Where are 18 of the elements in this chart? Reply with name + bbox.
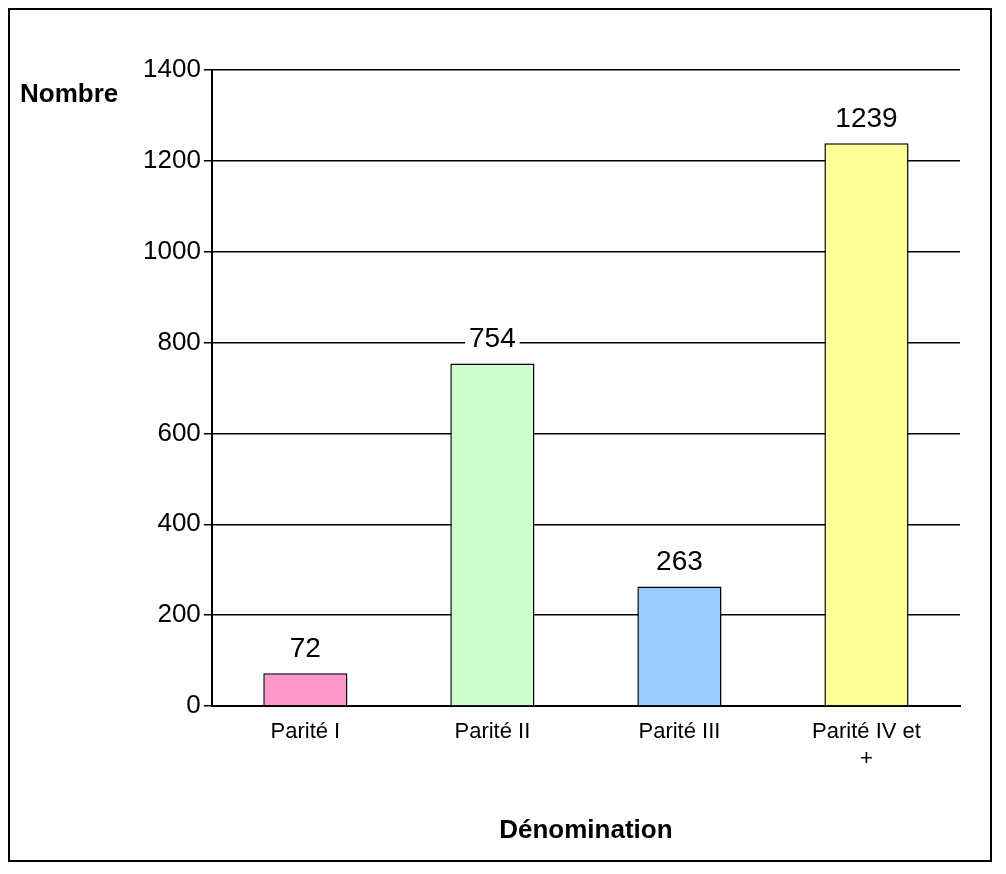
x-tick-label: Parité III (638, 718, 721, 744)
y-tick-label: 200 (157, 598, 201, 629)
x-tick-label: Parité II (454, 718, 531, 744)
y-tick-label: 800 (157, 325, 201, 356)
data-label: 1239 (835, 101, 898, 133)
y-axis-title: Nombre (20, 78, 119, 109)
x-tick-label: Parité IV et + (812, 718, 921, 770)
y-tick-label: 600 (157, 416, 201, 447)
y-tick-label: 0 (186, 689, 201, 720)
x-axis-title: Dénomination (499, 813, 673, 844)
y-tick-label: 1000 (143, 234, 201, 265)
y-tick-label: 1200 (143, 144, 201, 175)
x-tick-label: Parité I (270, 718, 341, 744)
data-label: 754 (469, 322, 516, 354)
y-tick-label: 1400 (143, 53, 201, 84)
data-label: 263 (656, 545, 703, 577)
y-tick-label: 400 (157, 507, 201, 538)
data-label: 72 (289, 632, 321, 664)
